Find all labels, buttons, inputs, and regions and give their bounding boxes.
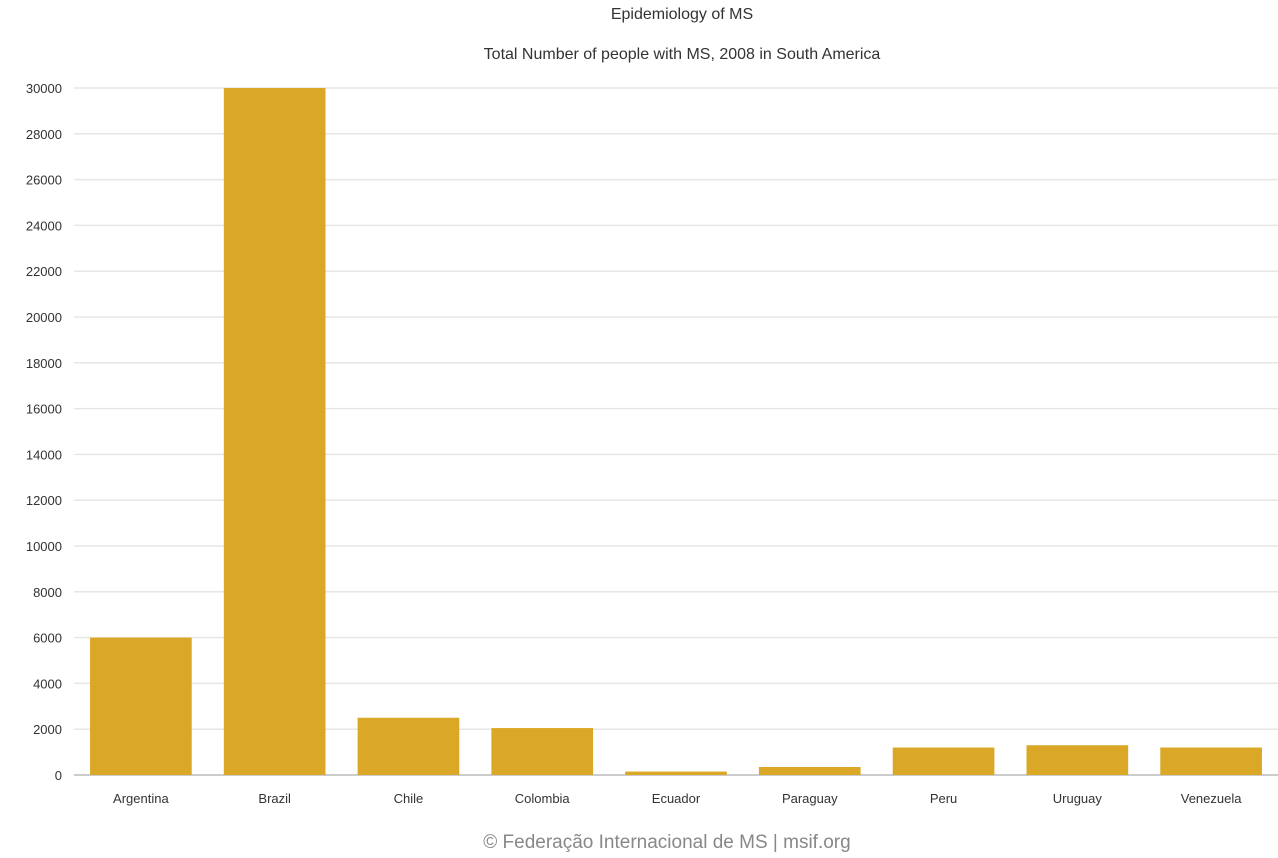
bar-chart: 0 2000 4000 6000 8000 10000 12000 14000 16000 180…	[26, 81, 1278, 806]
bar-brazil[interactable]	[223, 88, 326, 775]
credit-text[interactable]: © Federação Internacional de MS | msif.o…	[483, 832, 851, 853]
x-tick-label: Argentina	[113, 791, 169, 806]
x-tick-label: Venezuela	[1181, 791, 1242, 806]
y-tick-label: 10000	[26, 539, 62, 554]
bars	[90, 88, 1262, 775]
y-tick-label: 12000	[26, 493, 62, 508]
bar-peru[interactable]	[892, 747, 995, 775]
y-tick-label: 6000	[33, 631, 62, 646]
y-tick-label: 0	[55, 768, 62, 783]
bar-colombia[interactable]	[491, 728, 594, 775]
y-tick-label: 2000	[33, 722, 62, 737]
y-tick-label: 20000	[26, 310, 62, 325]
y-tick-label: 18000	[26, 356, 62, 371]
y-tick-label: 26000	[26, 173, 62, 188]
x-axis-tick-labels: Argentina Brazil Chile Colombia Ecuador Parag…	[113, 791, 1242, 806]
x-tick-label: Chile	[394, 791, 424, 806]
x-tick-label: Paraguay	[782, 791, 838, 806]
y-tick-label: 14000	[26, 447, 62, 462]
x-tick-label: Brazil	[258, 791, 291, 806]
bar-venezuela[interactable]	[1160, 747, 1262, 775]
x-tick-label: Colombia	[515, 791, 571, 806]
chart-subtitle: Total Number of people with MS, 2008 in …	[483, 46, 881, 63]
y-tick-label: 4000	[33, 676, 62, 691]
bar-paraguay[interactable]	[758, 766, 861, 775]
y-tick-label: 30000	[26, 81, 62, 96]
chart-title: Epidemiology of MS	[610, 6, 754, 23]
x-tick-label: Peru	[930, 791, 957, 806]
bar-uruguay[interactable]	[1026, 745, 1129, 775]
bar-chile[interactable]	[357, 717, 460, 775]
bar-ecuador[interactable]	[625, 771, 727, 775]
x-tick-label: Uruguay	[1053, 791, 1103, 806]
y-tick-label: 24000	[26, 218, 62, 233]
y-tick-label: 28000	[26, 127, 62, 142]
x-tick-label: Ecuador	[652, 791, 701, 806]
y-tick-label: 16000	[26, 402, 62, 417]
y-axis-tick-labels: 0 2000 4000 6000 8000 10000 12000 14000 16000 180…	[26, 81, 62, 783]
y-tick-label: 8000	[33, 585, 62, 600]
bar-argentina[interactable]	[90, 637, 192, 775]
y-tick-label: 22000	[26, 264, 62, 279]
